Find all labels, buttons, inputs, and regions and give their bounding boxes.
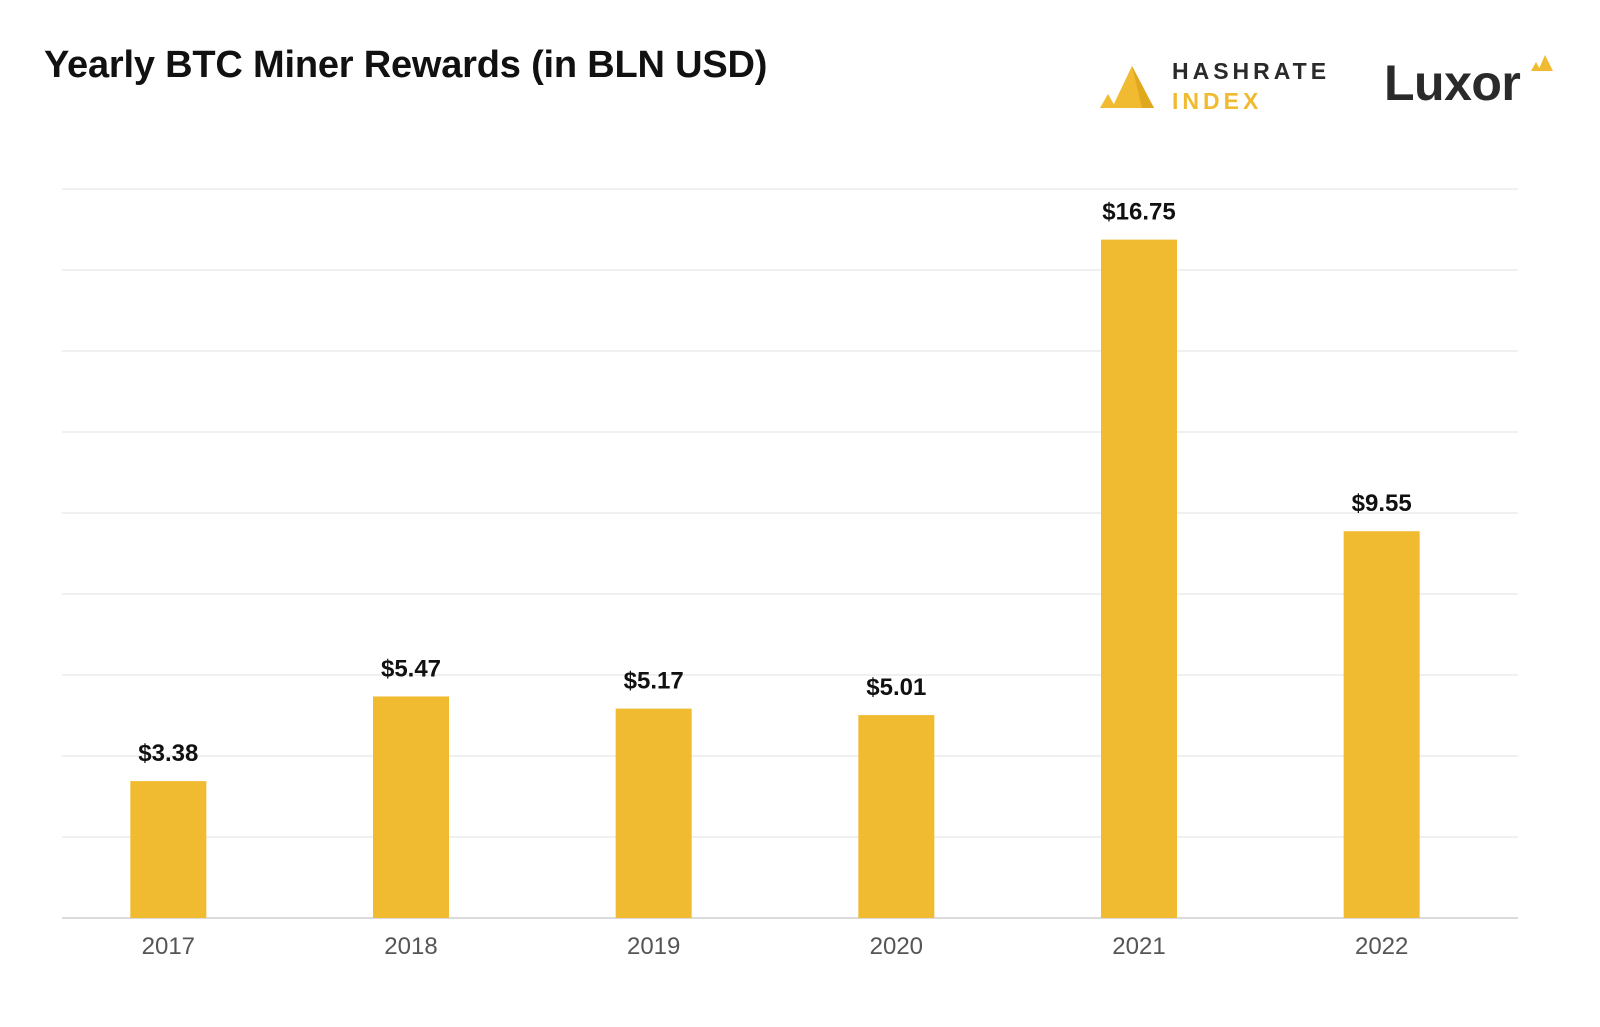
value-label-2022: $9.55: [1352, 490, 1412, 517]
x-tick-label-2018: 2018: [384, 933, 437, 960]
hashrate-text: HASHRATE: [1172, 58, 1331, 84]
bar-2021: [1101, 239, 1177, 918]
value-label-2021: $16.75: [1102, 199, 1175, 226]
hashrate-index-logo-icon: [1100, 66, 1154, 108]
luxor-logo-icon: [1531, 55, 1553, 71]
gridlines: [62, 188, 1518, 919]
luxor-logo: Luxor: [1384, 52, 1564, 116]
value-labels: $3.38 $5.47 $5.17 $5.01 $16.75 $9.55: [138, 199, 1411, 767]
bar-2017: [130, 781, 207, 918]
x-tick-labels: 2017 2018 2019 2020 2021 2022: [142, 933, 1409, 960]
bar-2020: [858, 715, 935, 918]
hashrate-index-logo: HASHRATE INDEX: [1098, 58, 1338, 118]
x-tick-label-2017: 2017: [142, 933, 195, 960]
x-tick-label-2022: 2022: [1355, 933, 1408, 960]
value-label-2020: $5.01: [866, 674, 926, 701]
bar-2019: [615, 708, 692, 918]
chart-title: Yearly BTC Miner Rewards (in BLN USD): [44, 44, 768, 86]
bar-2018: [373, 696, 449, 918]
value-label-2017: $3.38: [138, 740, 198, 767]
bar-2022: [1343, 531, 1420, 918]
x-tick-label-2020: 2020: [870, 933, 923, 960]
value-label-2019: $5.17: [624, 668, 684, 695]
x-tick-label-2019: 2019: [627, 933, 680, 960]
bars: [130, 239, 1420, 918]
value-label-2018: $5.47: [381, 655, 441, 682]
index-text: INDEX: [1172, 88, 1263, 114]
x-tick-label-2021: 2021: [1112, 933, 1165, 960]
luxor-text: Luxor: [1384, 55, 1521, 111]
